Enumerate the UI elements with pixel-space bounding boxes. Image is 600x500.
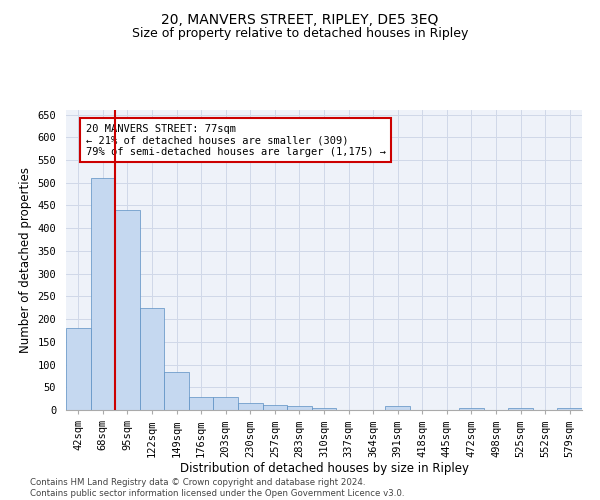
Y-axis label: Number of detached properties: Number of detached properties [19, 167, 32, 353]
Bar [66, 328, 91, 410]
Bar [557, 408, 582, 410]
Bar [263, 406, 287, 410]
Bar [312, 408, 336, 410]
Bar [189, 398, 214, 410]
Text: Size of property relative to detached houses in Ripley: Size of property relative to detached ho… [132, 28, 468, 40]
Bar [508, 408, 533, 410]
Bar [287, 406, 312, 410]
Bar [115, 210, 140, 410]
Text: 20 MANVERS STREET: 77sqm
← 21% of detached houses are smaller (309)
79% of semi-: 20 MANVERS STREET: 77sqm ← 21% of detach… [86, 124, 386, 157]
Bar [91, 178, 115, 410]
Bar [238, 403, 263, 410]
Bar [164, 372, 189, 410]
Bar [385, 406, 410, 410]
Bar [140, 308, 164, 410]
X-axis label: Distribution of detached houses by size in Ripley: Distribution of detached houses by size … [179, 462, 469, 475]
Text: 20, MANVERS STREET, RIPLEY, DE5 3EQ: 20, MANVERS STREET, RIPLEY, DE5 3EQ [161, 12, 439, 26]
Bar [459, 408, 484, 410]
Text: Contains HM Land Registry data © Crown copyright and database right 2024.
Contai: Contains HM Land Registry data © Crown c… [30, 478, 404, 498]
Bar [214, 398, 238, 410]
